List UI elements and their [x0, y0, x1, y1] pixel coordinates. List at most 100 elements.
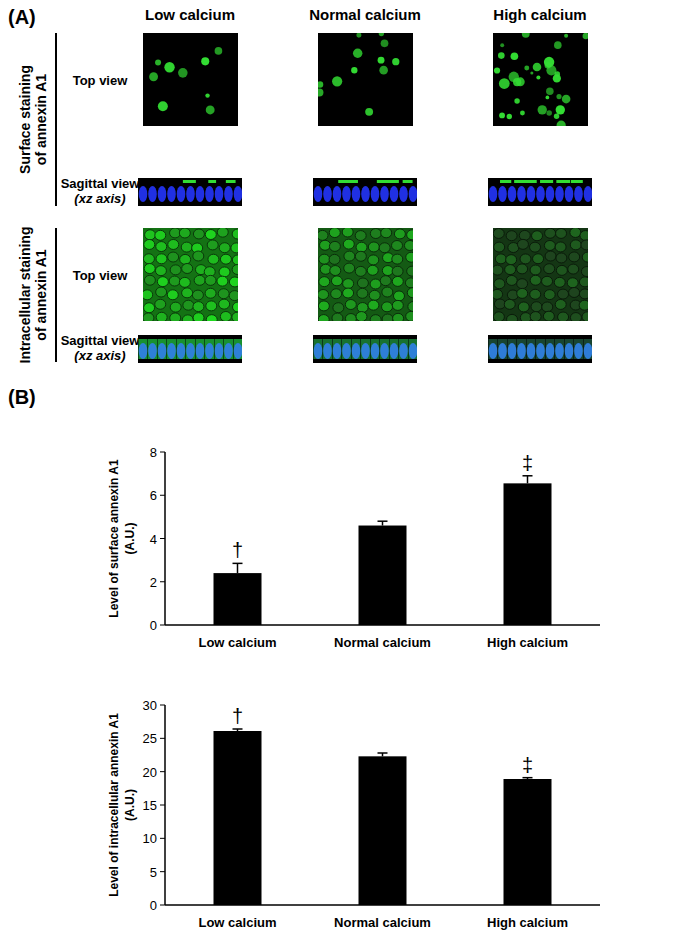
sagittal-content — [138, 335, 242, 363]
cell-body — [546, 339, 555, 359]
surface-stain — [540, 180, 553, 183]
nucleus — [371, 343, 380, 359]
cell — [369, 290, 380, 300]
cell — [517, 288, 528, 298]
cell — [407, 230, 413, 240]
cell-body — [565, 339, 574, 359]
cell — [517, 239, 528, 249]
cell — [493, 265, 503, 275]
cell — [329, 241, 340, 251]
image-tint — [318, 228, 413, 321]
nucleus — [546, 343, 555, 359]
sagittal-content — [138, 178, 242, 206]
micrograph-content — [318, 33, 413, 126]
nucleus — [390, 343, 399, 359]
tick-label: 8 — [150, 445, 157, 460]
annotation: ‡ — [522, 452, 533, 474]
error-bar — [523, 778, 533, 779]
cell — [318, 315, 329, 321]
nucleus — [574, 186, 583, 202]
cell-body — [574, 339, 583, 359]
nucleus — [409, 343, 417, 359]
stain-spot — [164, 62, 174, 72]
cell-body — [333, 339, 342, 359]
stain-spot — [522, 33, 530, 38]
stain-spot — [546, 87, 553, 94]
cell — [343, 288, 354, 298]
cell — [180, 254, 191, 264]
cell — [556, 253, 567, 263]
cell — [330, 266, 341, 276]
cell — [505, 265, 516, 275]
nucleus — [314, 343, 323, 359]
micrograph — [138, 227, 244, 363]
tick-label: 2 — [150, 575, 157, 590]
cell — [556, 228, 567, 238]
row-label: Surface staining — [17, 65, 33, 174]
y-axis — [164, 452, 166, 625]
surface-stain — [556, 180, 570, 183]
cell-body — [323, 339, 332, 359]
micrograph-content — [143, 228, 238, 321]
cell — [379, 243, 390, 253]
cell — [205, 288, 216, 298]
stain-spot — [158, 101, 168, 111]
cell — [220, 254, 231, 264]
cell-body — [186, 339, 195, 359]
nucleus — [177, 186, 186, 202]
nucleus — [489, 186, 498, 202]
cell — [220, 311, 231, 321]
stain-spot — [332, 76, 342, 86]
cell-body — [234, 339, 243, 359]
nucleus — [517, 343, 526, 359]
cell-body — [498, 339, 507, 359]
cell — [229, 291, 238, 301]
cell — [168, 252, 179, 262]
cell — [355, 266, 366, 276]
cell — [405, 278, 413, 288]
stain-spot — [318, 88, 323, 96]
annotation: † — [232, 705, 243, 727]
cell — [392, 300, 403, 310]
tick-label: 10 — [143, 831, 157, 846]
annotation: † — [232, 539, 243, 561]
cell — [331, 276, 342, 286]
cell — [392, 266, 403, 276]
image-background — [493, 33, 588, 126]
cell-body — [371, 339, 380, 359]
stain-spot — [365, 108, 373, 116]
nucleus — [177, 343, 186, 359]
cell — [518, 302, 529, 312]
cell — [233, 302, 238, 312]
stain-spot — [499, 78, 510, 89]
category-label: Low calcium — [198, 635, 276, 650]
surface-stain — [403, 180, 413, 183]
image-tint — [493, 228, 588, 321]
nucleus — [148, 343, 157, 359]
cell — [581, 240, 588, 250]
nucleus — [167, 186, 176, 202]
cell — [170, 313, 181, 321]
cell — [569, 252, 580, 262]
axis-title: (A.U.) — [123, 789, 137, 821]
cell — [370, 315, 381, 321]
category-label: High calcium — [487, 635, 568, 650]
axis-title: Level of intracellular annexin A1 — [107, 713, 121, 897]
cell — [357, 288, 368, 298]
bar — [359, 756, 407, 905]
cell — [507, 314, 518, 321]
stain-spot — [514, 98, 519, 103]
cell — [554, 277, 565, 287]
image-background — [143, 228, 238, 321]
cell — [318, 230, 328, 240]
row-labels: Intracellular stainingof annexin A1Top v… — [17, 227, 140, 364]
cell — [542, 302, 553, 312]
stain-spot — [499, 112, 505, 118]
cell — [193, 313, 204, 321]
cell — [530, 265, 541, 275]
view-label: Sagittal view — [61, 176, 141, 191]
cell — [380, 276, 391, 286]
view-label: Top view — [73, 268, 129, 283]
error-cap — [523, 777, 533, 779]
stain-spot — [494, 67, 500, 73]
